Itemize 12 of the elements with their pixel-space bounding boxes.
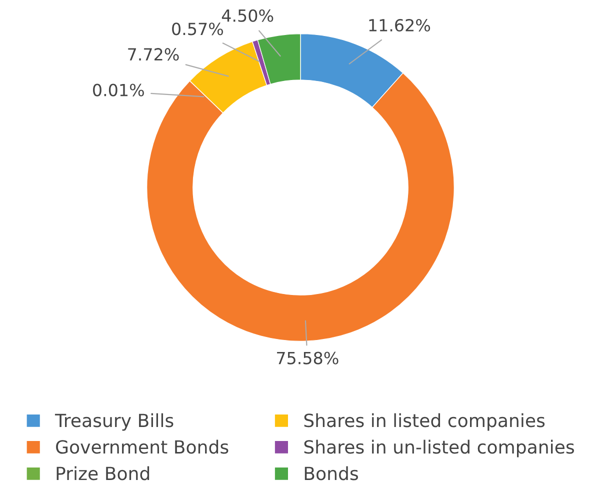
data-label: 11.62% [369, 18, 430, 32]
data-label: 0.01% [93, 84, 144, 96]
legend-label: Treasury Bills [54, 413, 174, 431]
data-label: 75.58% [277, 352, 338, 364]
legend-label: Prize Bond [56, 466, 150, 480]
legend-label: Bonds [304, 466, 358, 480]
data-label: 7.72% [128, 48, 179, 61]
data-label: 4.50% [222, 9, 274, 22]
legend-label: Government Bonds [56, 440, 228, 454]
legend-label: Shares in un-listed companies [304, 440, 574, 458]
legend-label: Shares in listed companies [304, 413, 545, 431]
data-label: 0.57% [172, 22, 224, 36]
